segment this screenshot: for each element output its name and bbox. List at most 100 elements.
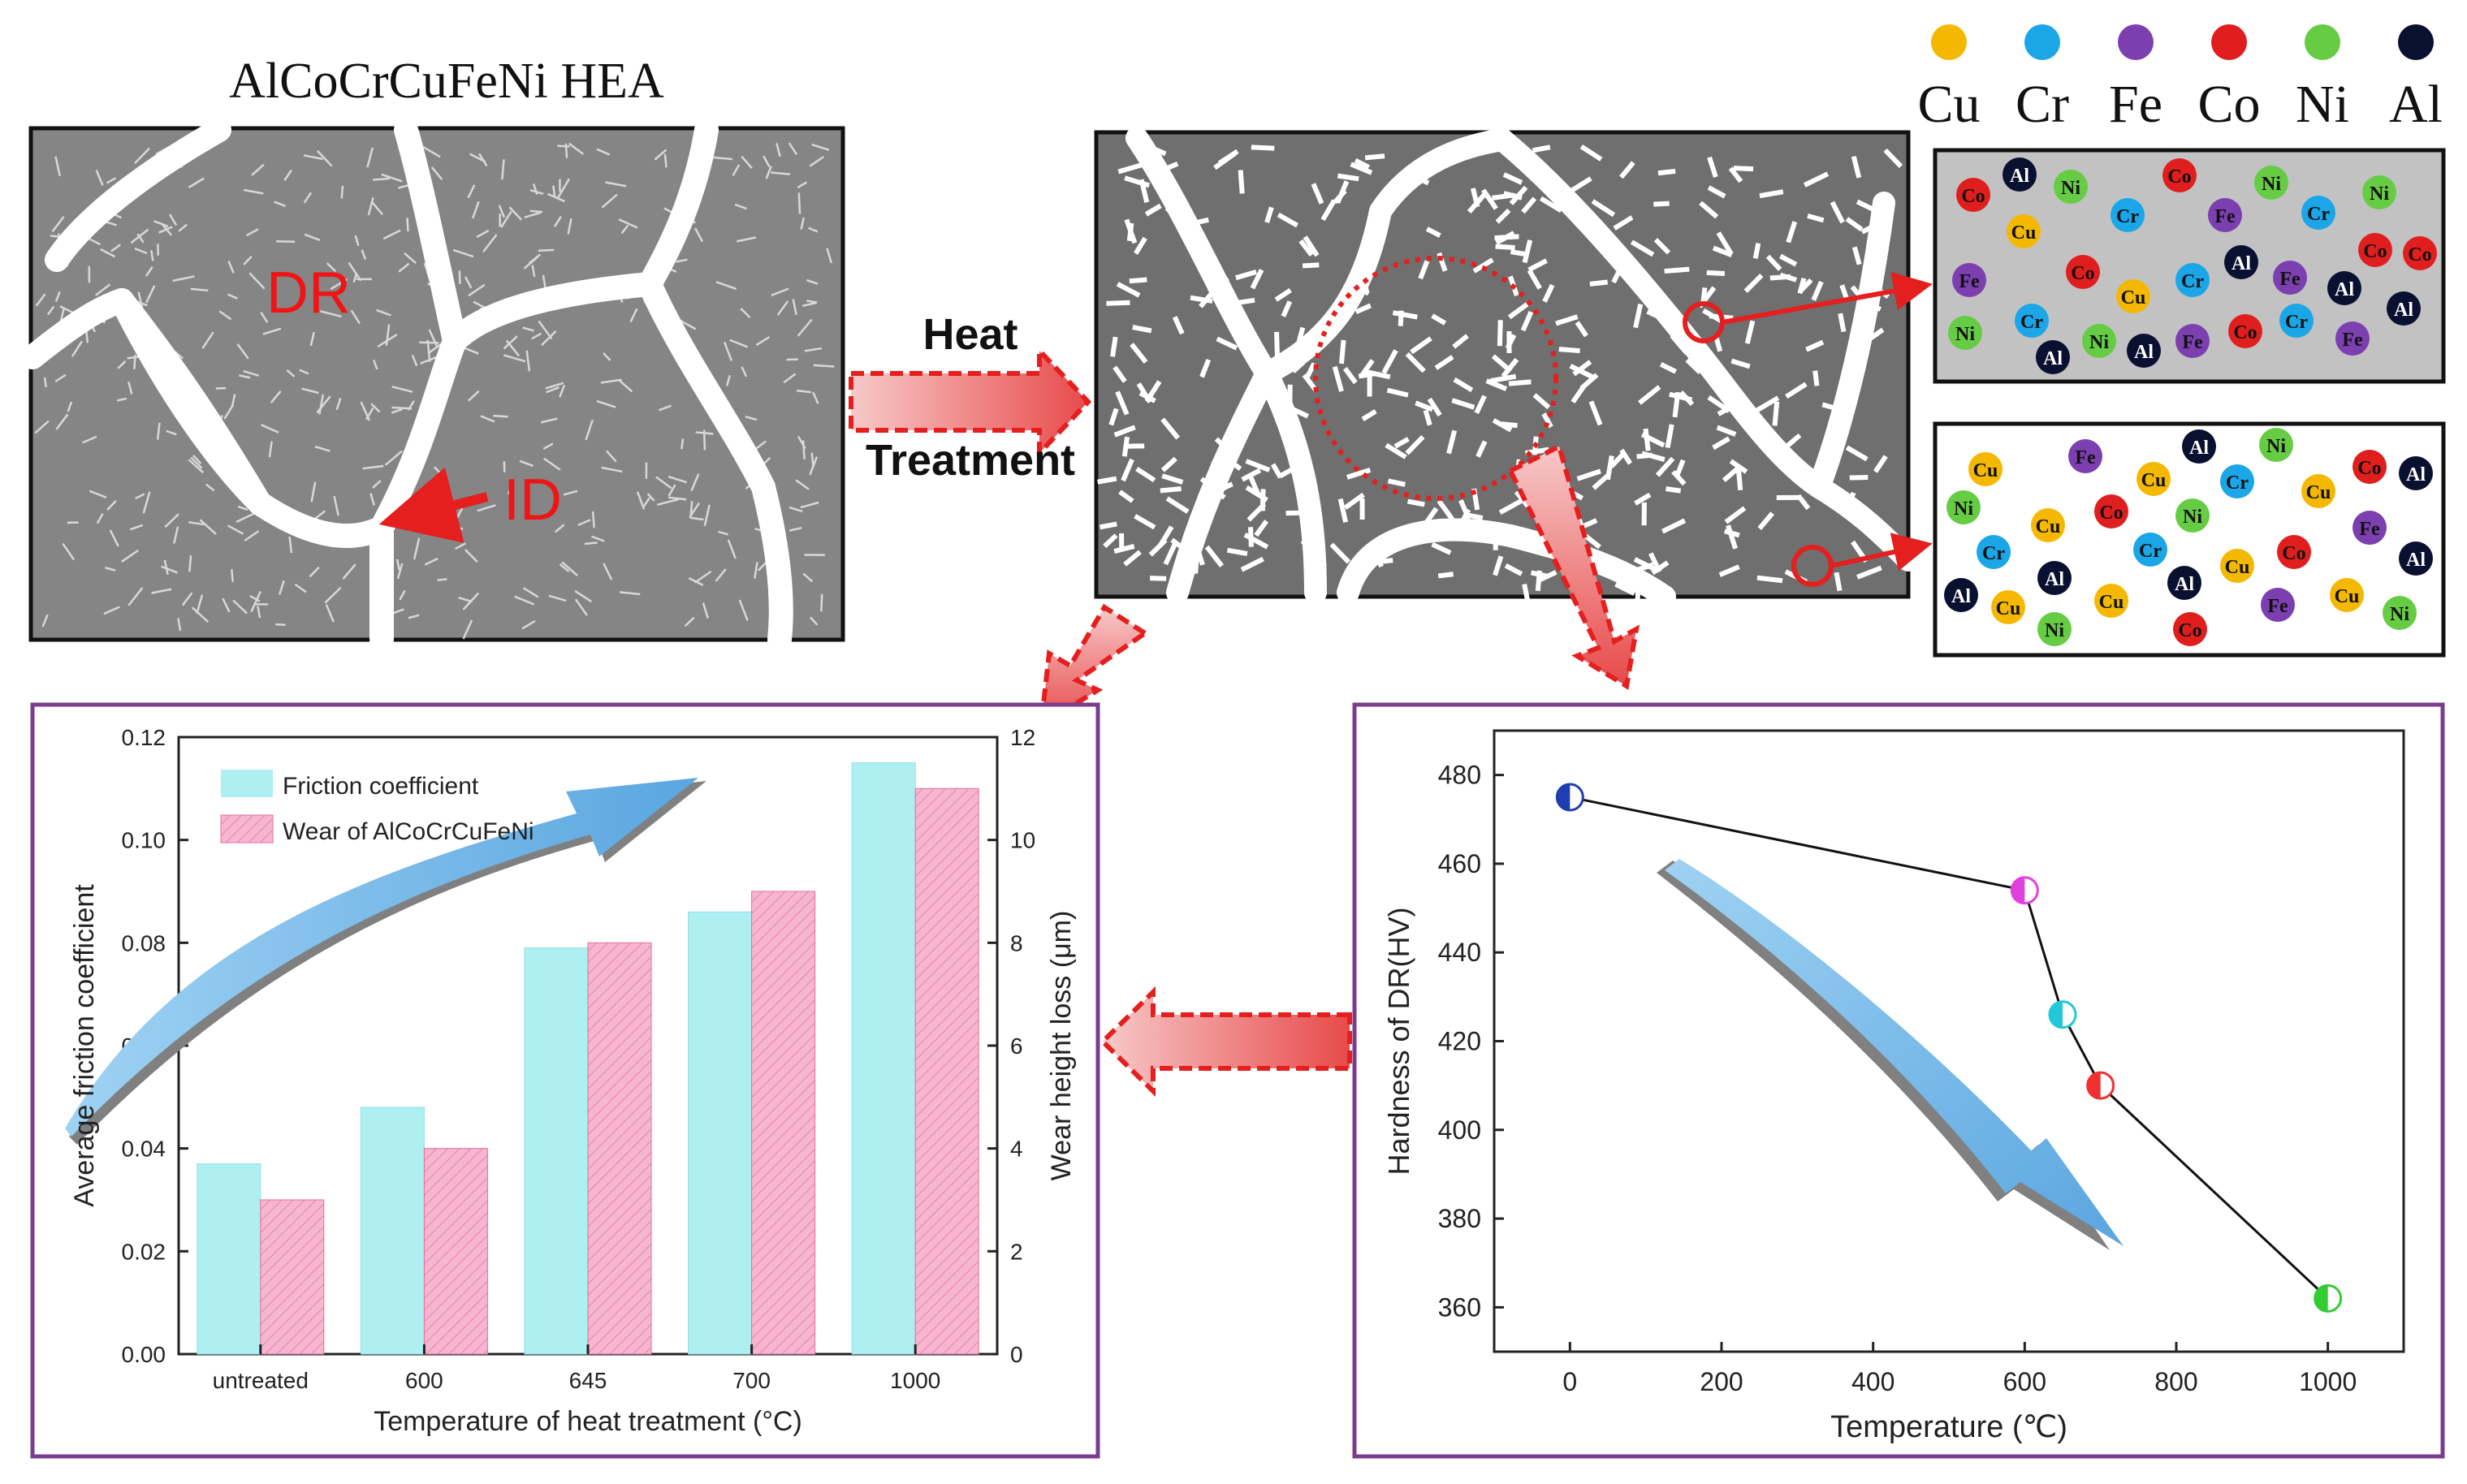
y2-tick-label: 6 [1010,1033,1023,1059]
atom-label-al: Al [2406,464,2426,485]
needle [663,153,668,168]
precipitate [1337,498,1348,523]
needle [552,185,556,198]
needle [276,239,296,243]
precipitate [1856,565,1882,580]
precipitate [1165,496,1190,514]
atom-label-cu: Cu [2121,287,2146,308]
needle [689,502,701,519]
atom-label-ni: Ni [2266,436,2286,457]
needle [190,287,209,292]
needle [121,549,139,563]
needle [188,177,205,189]
needle [421,145,441,158]
data-point-half [1557,783,1570,810]
precipitate [1851,155,1862,179]
legend-wear: Wear of AlCoCrCuFeNi [283,818,534,845]
needle [103,606,120,615]
precipitate [1303,362,1317,382]
precipitate [1712,436,1730,451]
needle [718,530,728,536]
needle [725,374,732,386]
needle [399,589,406,601]
precipitate [1431,313,1447,326]
x-tick-label: 700 [732,1368,771,1393]
needle [172,275,195,283]
precipitate [1474,395,1487,414]
needle [702,602,710,619]
needle [96,513,104,524]
precipitate [1542,283,1555,303]
needle [596,148,611,156]
needle [261,424,279,434]
x-tick-label: 800 [2154,1367,2197,1396]
needle [317,150,333,167]
precipitate [1172,316,1185,335]
bar-wear [751,891,816,1355]
atom-al [2224,245,2258,279]
atom-label-fe: Fe [2214,206,2236,227]
precipitate [1106,300,1130,306]
atom-label-cr: Cr [2116,206,2139,227]
needle [559,563,570,573]
atom-label-cr: Cr [2020,312,2043,333]
needle [310,481,317,503]
needle [205,483,215,492]
x-tick-label: 1000 [2299,1367,2357,1396]
precipitate [1707,156,1718,178]
atom-label-cu: Cu [2141,470,2167,491]
precipitate [1605,455,1614,481]
needle [684,616,695,628]
needle [559,384,566,398]
needle [340,185,344,199]
needle [245,228,259,237]
precipitate [1830,201,1845,224]
precipitate [1452,334,1469,349]
needle [741,155,753,169]
atom-label-co: Co [2071,263,2094,284]
precipitate [1485,378,1508,391]
needle [745,416,758,421]
precipitate [1343,492,1365,510]
precipitate [1510,249,1527,257]
needle [501,159,505,180]
precipitate [1589,279,1608,287]
needle [792,299,797,316]
precipitate [1726,524,1738,550]
needle [248,272,266,290]
precipitate [1700,287,1708,304]
needle [738,599,749,621]
needle [188,459,205,474]
needle [47,305,55,316]
precipitate [1757,511,1774,531]
needle [776,143,781,157]
needle [754,562,758,579]
precipitate [1217,149,1239,166]
precipitate [1407,498,1425,507]
needle [299,369,309,375]
precipitate [1755,395,1780,413]
bar-wear [914,787,979,1355]
needle [471,201,480,219]
needle [498,205,506,218]
needle [370,403,381,413]
precipitate [1672,391,1681,418]
needle [740,308,751,319]
precipitate [1508,379,1532,386]
precipitate [1160,417,1181,440]
precipitate [1785,382,1808,399]
needle [89,238,102,246]
precipitate [1707,395,1731,413]
needle [680,438,685,450]
atom-label-cr: Cr [2181,271,2204,292]
needle [763,155,771,168]
precipitate [1250,269,1264,290]
needle [274,201,287,208]
atom-fe [2175,324,2210,358]
needle [377,333,398,348]
atom-co [2228,314,2262,348]
needle [800,501,819,509]
precipitate [1657,168,1676,176]
needle [411,354,418,367]
precipitate [1495,244,1515,251]
